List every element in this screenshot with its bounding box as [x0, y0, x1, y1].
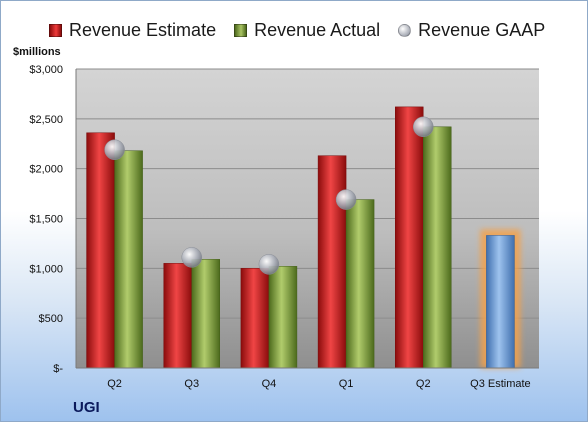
- legend-swatch-estimate: [49, 23, 62, 37]
- y-tick-label: $1,000: [29, 263, 63, 275]
- y-tick-label: $-: [53, 363, 63, 375]
- marker-revenue-gaap: [413, 116, 434, 138]
- legend-item-gaap: Revenue GAAP: [398, 20, 545, 41]
- bar-revenue-actual: [423, 126, 452, 369]
- y-tick-label: $3,000: [29, 64, 63, 76]
- x-tick-label: Q1: [339, 378, 354, 390]
- bar-revenue-estimate: [317, 155, 347, 369]
- legend-label-gaap: Revenue GAAP: [418, 19, 546, 40]
- company-name: UGI: [73, 399, 100, 416]
- bar-revenue-actual: [114, 150, 143, 369]
- legend-item-actual: Revenue Actual: [234, 20, 380, 41]
- bar-current-estimate: [486, 235, 515, 369]
- legend-swatch-gaap: [398, 23, 412, 37]
- legend-label-estimate: Revenue Estimate: [69, 19, 217, 40]
- legend: Revenue Estimate Revenue Actual Revenue …: [49, 15, 563, 45]
- y-axis-unit-label: $millions: [13, 46, 61, 58]
- y-tick-label: $2,000: [29, 164, 63, 176]
- marker-revenue-gaap: [181, 247, 202, 268]
- y-tick-label: $500: [39, 313, 63, 325]
- marker-revenue-gaap: [104, 139, 125, 160]
- x-tick-label: Q3: [184, 378, 199, 390]
- x-tick-label: Q4: [262, 378, 277, 390]
- bar-revenue-actual: [191, 259, 220, 369]
- marker-revenue-gaap: [258, 254, 280, 275]
- x-tick-label: Q3 Estimate: [470, 378, 531, 390]
- legend-swatch-actual: [234, 23, 248, 37]
- bar-revenue-estimate: [240, 268, 270, 369]
- legend-label-actual: Revenue Actual: [254, 19, 381, 40]
- marker-revenue-gaap: [335, 189, 357, 210]
- x-tick-label: Q2: [416, 378, 431, 390]
- bar-revenue-estimate: [395, 106, 424, 369]
- bar-revenue-estimate: [163, 263, 192, 369]
- bar-revenue-estimate: [86, 132, 115, 369]
- bar-revenue-actual: [345, 199, 375, 369]
- y-tick-label: $1,500: [29, 214, 63, 226]
- y-tick-label: $2,500: [29, 114, 63, 126]
- legend-item-estimate: Revenue Estimate: [49, 20, 216, 41]
- x-tick-label: Q2: [107, 378, 122, 390]
- bar-revenue-actual: [268, 266, 298, 369]
